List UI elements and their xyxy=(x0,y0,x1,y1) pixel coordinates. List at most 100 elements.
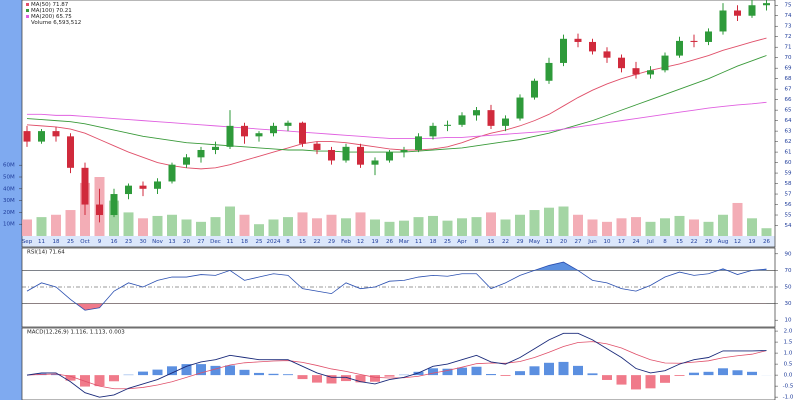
x-tick-label: 2024 xyxy=(267,239,281,245)
histogram-bar xyxy=(225,365,235,376)
histogram-bar xyxy=(587,373,598,376)
volume-bar xyxy=(703,221,714,236)
y-tick-label: 2.0 xyxy=(784,329,793,335)
volume-bar xyxy=(283,217,293,236)
candle-body xyxy=(328,149,335,161)
x-tick-label: 19 xyxy=(372,239,379,245)
histogram-bar xyxy=(370,375,380,382)
x-tick-label: 29 xyxy=(705,239,712,245)
candle-body xyxy=(603,51,611,58)
volume-bar xyxy=(602,221,612,236)
y-tick-label: 64 xyxy=(785,118,792,124)
volume-bar xyxy=(645,221,656,236)
candle-body xyxy=(458,115,466,125)
candle-body xyxy=(661,55,669,71)
volume-bar xyxy=(341,218,351,236)
candle-body xyxy=(23,131,31,142)
volume-bar xyxy=(616,218,627,236)
volume-bar xyxy=(631,217,641,236)
y-tick-label: 74 xyxy=(785,13,792,19)
volume-bar xyxy=(457,218,467,236)
candle-body xyxy=(197,149,205,158)
x-tick-label: 11 xyxy=(38,239,45,245)
y-tick-label: 66 xyxy=(785,97,792,103)
volume-bar xyxy=(312,218,322,236)
legend-label: MA(200) 65.75 xyxy=(31,14,72,20)
x-tick-label: Jul xyxy=(646,239,654,245)
x-tick-label: 26 xyxy=(386,239,393,245)
x-tick-label: 26 xyxy=(763,239,770,245)
volume-bar xyxy=(268,219,279,236)
histogram-bar xyxy=(471,366,482,376)
y-tick-label: 62 xyxy=(785,139,792,145)
candle-body xyxy=(67,136,74,168)
candle-body xyxy=(357,146,364,165)
candle-body xyxy=(212,146,219,150)
histogram-bar xyxy=(152,369,163,376)
macd-line xyxy=(26,332,767,398)
histogram-bar xyxy=(515,371,525,376)
histogram-bar xyxy=(210,365,221,376)
y-tick-label: 67 xyxy=(785,87,792,93)
legend-swatch xyxy=(26,9,29,12)
candle-body xyxy=(415,136,422,150)
histogram-bar xyxy=(254,372,264,376)
candle-body xyxy=(400,149,408,153)
x-tick-label: Apr xyxy=(457,239,467,245)
candle-body xyxy=(719,10,727,32)
y-tick-label: 0.5 xyxy=(784,362,793,368)
y-tick-label: 75 xyxy=(785,3,792,9)
candle-body xyxy=(545,62,553,81)
x-tick-label: 13 xyxy=(169,239,176,245)
histogram-bar xyxy=(297,375,308,380)
y-tick-label: 1.5 xyxy=(784,340,793,346)
histogram-bar xyxy=(109,375,119,382)
rsi-panel xyxy=(21,247,776,328)
y-tick-label: 60 xyxy=(785,160,792,166)
volume-bar xyxy=(761,228,772,236)
histogram-bar xyxy=(529,366,540,376)
volume-bar xyxy=(544,207,554,236)
x-tick-label: Nov xyxy=(152,239,163,245)
left-strip xyxy=(0,0,22,400)
y-tick-label: 71 xyxy=(785,45,792,51)
histogram-bar xyxy=(544,362,554,376)
y-tick-label: 60M xyxy=(3,163,15,169)
x-tick-label: 19 xyxy=(749,239,756,245)
histogram-bar xyxy=(645,375,656,389)
y-tick-label: 68 xyxy=(785,76,792,82)
volume-bar xyxy=(660,218,670,236)
candle-body xyxy=(255,133,263,137)
y-tick-label: 73 xyxy=(785,24,792,30)
x-tick-label: 20 xyxy=(183,239,190,245)
x-tick-label: 12 xyxy=(357,239,364,245)
rsi-line xyxy=(26,261,767,311)
y-tick-label: 58 xyxy=(785,181,792,187)
histogram-bar xyxy=(268,373,279,376)
x-tick-label: 22 xyxy=(314,239,321,245)
histogram-bar xyxy=(80,375,90,387)
volume-bar xyxy=(500,219,511,236)
volume-bar xyxy=(399,220,409,236)
volume-bar xyxy=(36,217,47,236)
volume-bar xyxy=(529,210,540,236)
candle-body xyxy=(81,167,89,205)
volume-bar xyxy=(239,214,250,236)
x-tick-label: 18 xyxy=(241,239,248,245)
histogram-bar xyxy=(442,368,453,376)
histogram-bar xyxy=(413,371,424,376)
y-tick-label: 72 xyxy=(785,34,792,40)
candle-body xyxy=(647,70,654,75)
x-tick-label: 22 xyxy=(502,239,509,245)
x-tick-label: 29 xyxy=(517,239,524,245)
x-tick-label: 25 xyxy=(256,239,263,245)
candle-body xyxy=(748,5,756,16)
histogram-bar xyxy=(355,375,366,383)
candle-body xyxy=(125,185,132,195)
histogram-bar xyxy=(616,375,627,385)
y-tick-label: 10M xyxy=(3,222,15,228)
candle-body xyxy=(676,40,683,56)
candle-body xyxy=(618,57,625,69)
x-tick-label: 18 xyxy=(430,239,437,245)
